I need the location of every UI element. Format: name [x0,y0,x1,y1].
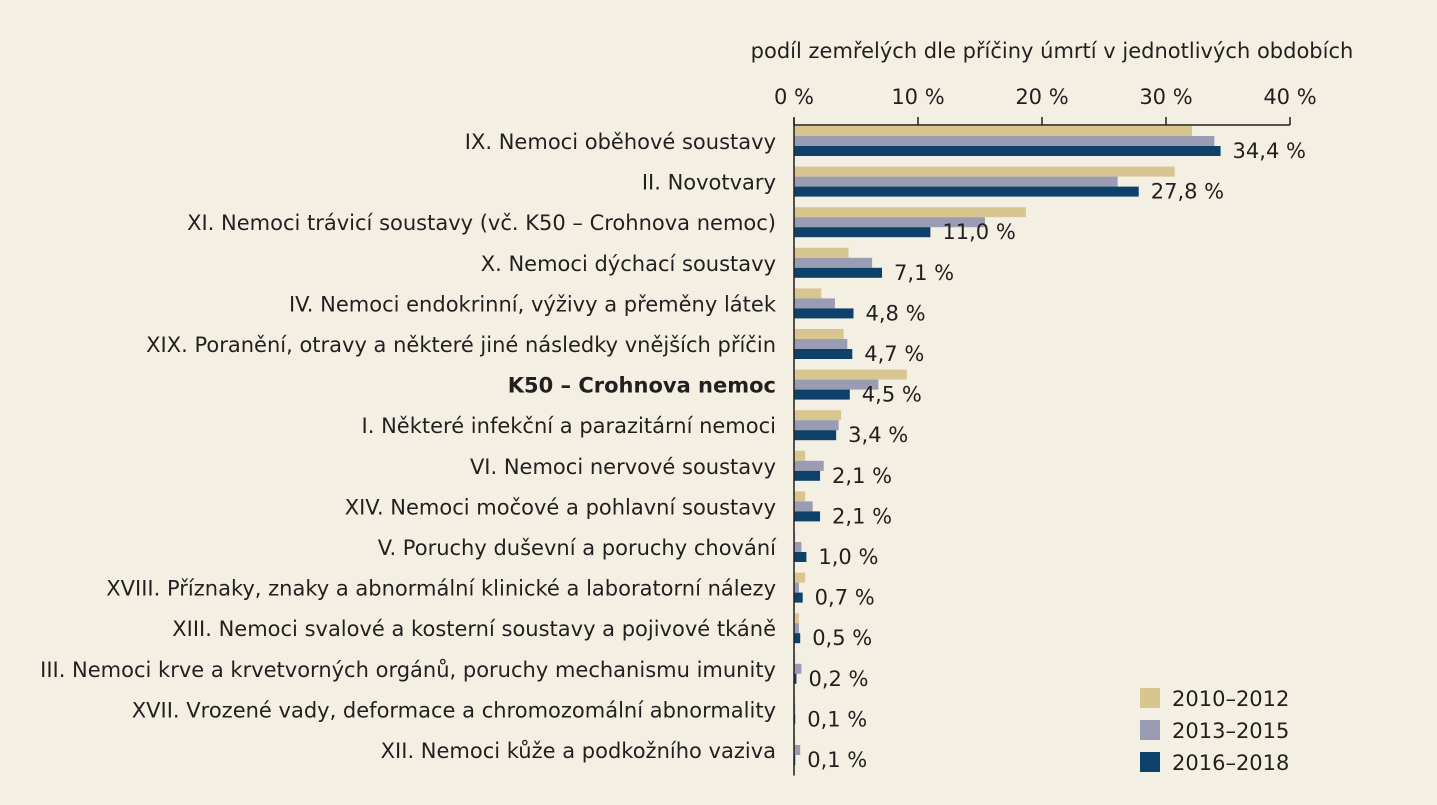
category-label: IX. Nemoci oběhové soustavy [465,130,776,154]
bar-2 [794,542,802,552]
x-tick-label: 20 % [1015,85,1068,109]
bar-3 [794,552,807,562]
bar-1 [794,410,842,421]
bar-2 [794,257,873,268]
data-label: 34,4 % [1233,139,1306,163]
legend-label: 2016–2018 [1172,751,1289,775]
x-tick-label: 10 % [891,85,944,109]
bar-3 [794,430,837,441]
data-label: 4,8 % [866,301,926,325]
category-label: II. Novotvary [642,171,776,195]
bar-1 [794,207,1026,218]
x-tick-label: 0 % [774,85,814,109]
bar-1 [794,491,806,502]
category-label: XIX. Poranění, otravy a některé jiné nás… [146,333,776,357]
bar-3 [794,470,821,481]
bar-1 [794,450,806,461]
bar-3 [794,349,853,359]
data-label: 2,1 % [832,504,892,528]
bar-3 [794,673,797,684]
legend-swatch [1140,688,1160,708]
data-label: 4,5 % [862,383,922,407]
data-label: 2,1 % [832,464,892,488]
category-label: I. Některé infekční a parazitární nemoci [362,414,776,438]
bar-3 [794,389,850,400]
data-label: 0,7 % [815,586,875,610]
bar-2 [794,623,799,634]
bar-2 [794,379,879,390]
category-label: XIV. Nemoci močové a pohlavní soustavy [345,495,776,519]
category-label: XII. Nemoci kůže a podkožního vaziva [381,739,776,763]
x-tick-label: 40 % [1263,85,1316,109]
category-label: XIII. Nemoci svalové a kosterní soustavy… [172,617,776,641]
bar-3 [794,267,883,278]
bar-1 [794,572,806,583]
bar-1 [794,329,844,339]
bar-3 [794,308,854,319]
data-label: 0,1 % [807,707,867,731]
data-label: 7,1 % [894,261,954,285]
category-label: V. Poruchy duševní a poruchy chování [378,536,777,560]
data-label: 3,4 % [848,423,908,447]
bar-3 [794,227,931,238]
category-label: IV. Nemoci endokrinní, výživy a přeměny … [289,292,777,316]
data-label: 1,0 % [818,545,878,569]
category-label: VI. Nemoci nervové soustavy [470,455,776,479]
x-axis-ticks: 0 % 10 % 20 % 30 % 40 % [774,85,1317,126]
bar-1 [794,126,1193,136]
legend-label: 2010–2012 [1172,687,1289,711]
bars [794,126,1221,765]
bar-3 [794,633,801,644]
bar-2 [794,460,824,471]
bar-2 [794,217,985,228]
bar-2 [794,745,801,755]
bar-3 [794,186,1139,197]
legend-swatch [1140,752,1160,772]
category-label: III. Nemoci krve a krvetvorných orgánů, … [40,658,776,682]
x-axis-title: podíl zemřelých dle příčiny úmrtí v jedn… [751,39,1354,63]
data-label: 4,7 % [864,342,924,366]
category-label: K50 – Crohnova nemoc [508,374,776,398]
bar-2 [794,582,799,593]
bar-3 [794,511,821,522]
bar-2 [794,136,1215,146]
data-labels: 34,4 % 27,8 % 11,0 % 7,1 % 4,8 % 4,7 % 4,5 % 3,… [807,139,1306,772]
category-label: XVIII. Příznaky, znaky a abnormální klin… [106,577,776,601]
data-label: 0,1 % [807,748,867,772]
bar-1 [794,369,907,380]
category-labels: IX. Nemoci oběhové soustavy II. Novotvary… [40,130,777,763]
legend: 2010–2012 2013–2015 2016–2018 [1140,687,1289,775]
category-label: XVII. Vrozené vady, deformace a chromozo… [132,698,776,722]
bar-1 [794,288,822,299]
data-label: 27,8 % [1151,180,1224,204]
bar-2 [794,420,839,431]
bar-3 [794,146,1221,156]
bar-3 [794,592,803,603]
bar-2 [794,501,813,512]
bar-2 [794,298,835,309]
bar-2 [794,339,848,349]
data-label: 0,5 % [812,626,872,650]
legend-swatch [1140,720,1160,740]
data-label: 0,2 % [808,667,868,691]
category-label: X. Nemoci dýchací soustavy [481,252,776,276]
bar-2 [794,176,1118,187]
bar-1 [794,166,1175,177]
data-label: 11,0 % [942,220,1015,244]
bar-2 [794,663,802,674]
bar-1 [794,247,849,258]
category-label: XI. Nemoci trávicí soustavy (vč. K50 – C… [187,211,776,235]
x-tick-label: 30 % [1139,85,1192,109]
legend-label: 2013–2015 [1172,719,1289,743]
bar-1 [794,613,799,624]
